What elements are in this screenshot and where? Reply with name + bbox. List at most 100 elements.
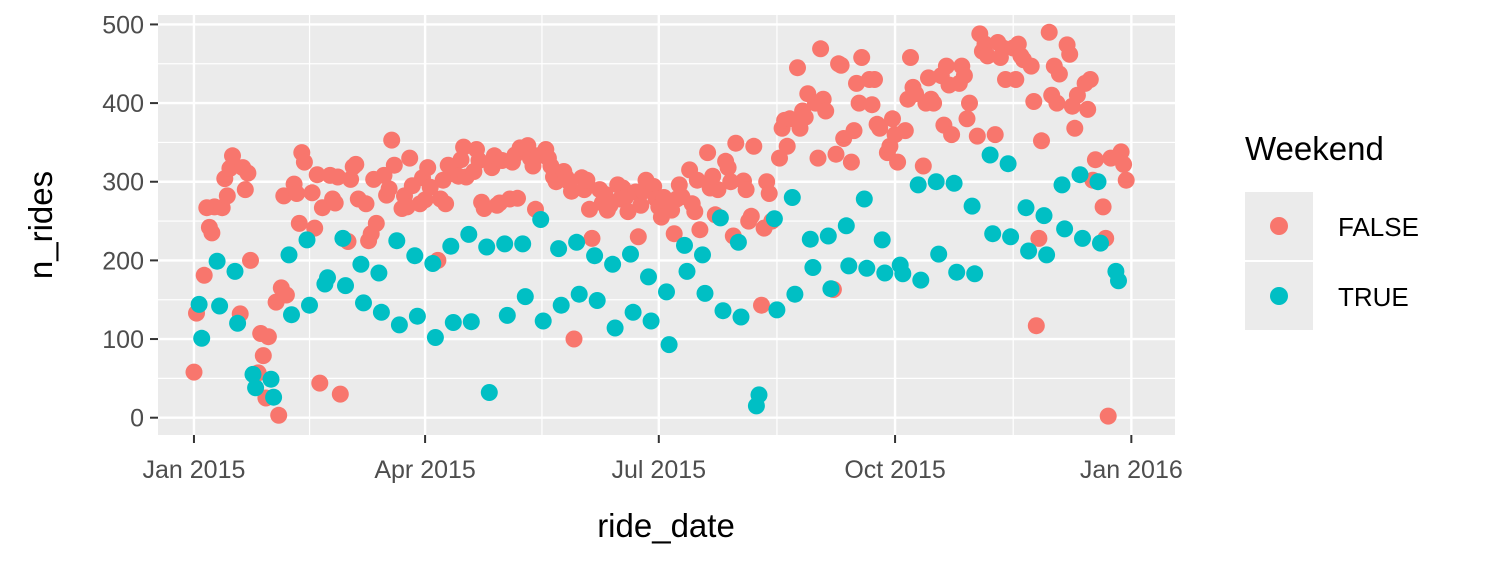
point-false [955, 67, 973, 85]
point-true [604, 255, 622, 273]
data-points [185, 23, 1135, 425]
point-true [247, 379, 265, 397]
point-true [229, 314, 247, 332]
point-true [1110, 272, 1127, 290]
point-true [532, 211, 550, 228]
point-false [385, 156, 403, 174]
point-false [221, 159, 239, 177]
point-false [290, 214, 308, 232]
point-false [832, 56, 850, 74]
point-true [334, 229, 352, 247]
point-true [1020, 242, 1038, 260]
point-false [871, 119, 889, 137]
legend-label-false: FALSE [1338, 212, 1419, 242]
point-false [884, 110, 901, 128]
point-false [1027, 317, 1045, 335]
x-tick-label: Apr 2015 [374, 456, 475, 484]
point-false [979, 47, 996, 65]
point-false [419, 159, 437, 177]
point-false [236, 181, 254, 199]
point-false [796, 108, 814, 126]
point-true [873, 231, 891, 249]
point-false [1081, 71, 1099, 88]
point-false [367, 214, 385, 232]
point-true [390, 316, 408, 334]
point-true [352, 255, 370, 273]
point-true [729, 233, 747, 251]
point-false [1066, 119, 1084, 137]
point-false [902, 49, 919, 66]
point-true [694, 246, 711, 264]
point-false [1025, 93, 1043, 110]
point-false [961, 94, 978, 112]
point-true [1038, 246, 1056, 264]
point-false [329, 168, 347, 186]
point-false [578, 171, 596, 189]
point-true [981, 146, 999, 164]
point-false [1022, 57, 1040, 75]
point-true [822, 280, 840, 298]
point-false [581, 200, 598, 218]
point-false [809, 149, 827, 167]
point-true [678, 262, 696, 280]
point-true [480, 384, 498, 401]
point-true [408, 307, 426, 325]
point-true [462, 313, 480, 331]
point-true [658, 283, 675, 301]
point-false [275, 187, 293, 205]
point-false [398, 198, 416, 216]
point-false [1115, 155, 1133, 173]
point-false [943, 126, 961, 144]
point-true [478, 238, 496, 256]
point-true [283, 306, 300, 324]
point-true [927, 173, 945, 191]
point-false [1050, 65, 1068, 83]
legend-label-true: TRUE [1338, 282, 1409, 312]
point-false [742, 207, 760, 225]
point-false [347, 155, 365, 173]
point-true [301, 296, 318, 314]
point-true [388, 232, 406, 250]
point-true [840, 257, 858, 275]
y-tick-label: 0 [130, 405, 144, 433]
point-true [586, 247, 604, 265]
y-axis-title: n_rides [22, 171, 59, 279]
point-false [737, 181, 755, 199]
point-true [552, 296, 570, 314]
point-false [401, 149, 419, 167]
point-false [308, 166, 326, 184]
point-false [655, 189, 673, 206]
point-true [208, 252, 226, 270]
point-false [745, 137, 763, 155]
point-false [778, 137, 796, 155]
point-false [920, 69, 937, 87]
point-false [632, 196, 650, 214]
point-true [280, 246, 298, 264]
point-true [676, 236, 693, 254]
point-true [948, 263, 966, 281]
point-true [1035, 207, 1053, 225]
point-false [331, 385, 349, 403]
point-true [442, 237, 460, 255]
point-true [514, 235, 532, 253]
point-false [704, 167, 722, 185]
point-true [460, 225, 478, 243]
point-true [750, 386, 768, 404]
point-true [1002, 228, 1020, 246]
point-false [295, 153, 313, 171]
point-false [709, 181, 727, 199]
point-false [224, 147, 241, 165]
point-true [370, 264, 388, 282]
point-false [1079, 100, 1097, 118]
point-false [850, 94, 868, 112]
point-true [999, 155, 1017, 173]
point-false [1094, 198, 1112, 216]
point-false [383, 131, 401, 149]
point-false [565, 330, 583, 348]
point-false [475, 200, 493, 217]
x-axis: Jan 2015 Apr 2015 Jul 2015 Oct 2015 Jan 2016 [143, 435, 1183, 484]
point-true [876, 264, 894, 282]
point-false [760, 185, 778, 202]
point-true [319, 269, 336, 287]
point-false [937, 57, 955, 75]
